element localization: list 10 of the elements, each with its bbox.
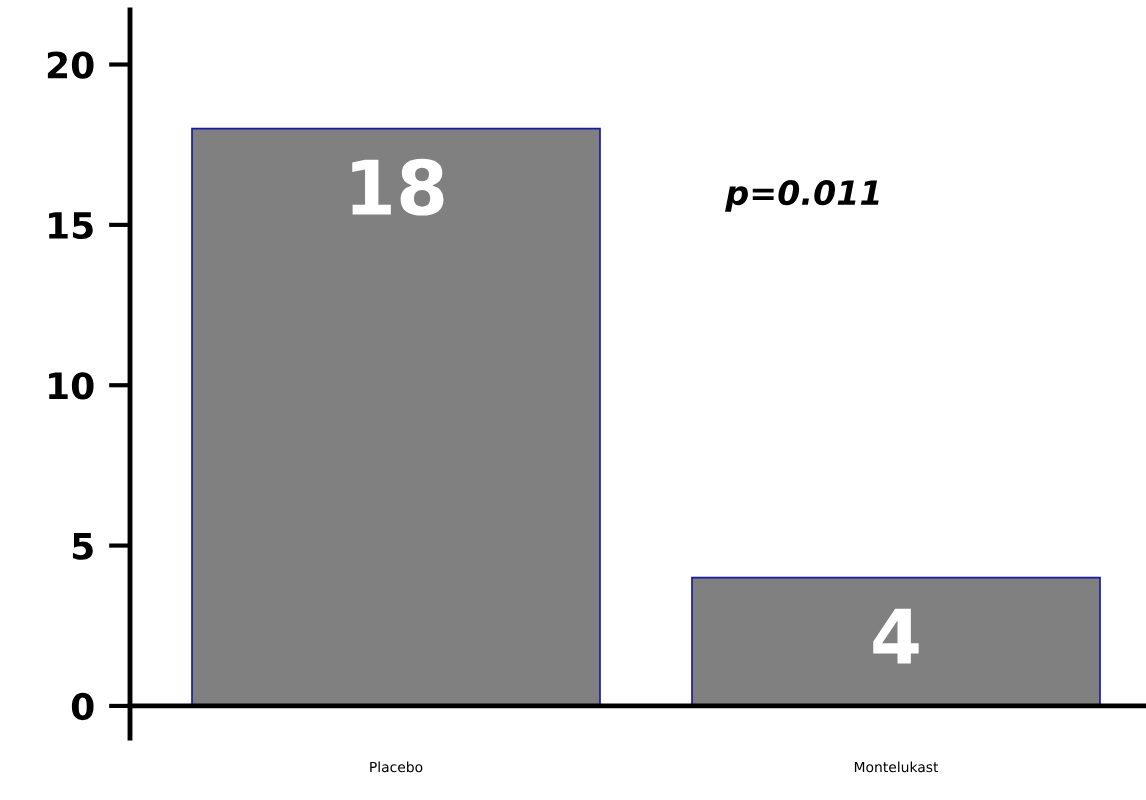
data-label: 4 bbox=[873, 608, 919, 664]
annotation: p=0.011 bbox=[725, 180, 879, 212]
y-tick-label: 0 bbox=[71, 692, 94, 721]
y-tick-label: 20 bbox=[47, 51, 94, 79]
data-label: 18 bbox=[352, 158, 444, 216]
x-tick-label: Montelukast bbox=[854, 761, 939, 773]
y-tick-label: 15 bbox=[49, 212, 93, 240]
y-tick-label: 5 bbox=[72, 532, 93, 560]
y-tick-label: 10 bbox=[49, 372, 94, 400]
x-tick-label: Placebo bbox=[370, 761, 423, 773]
